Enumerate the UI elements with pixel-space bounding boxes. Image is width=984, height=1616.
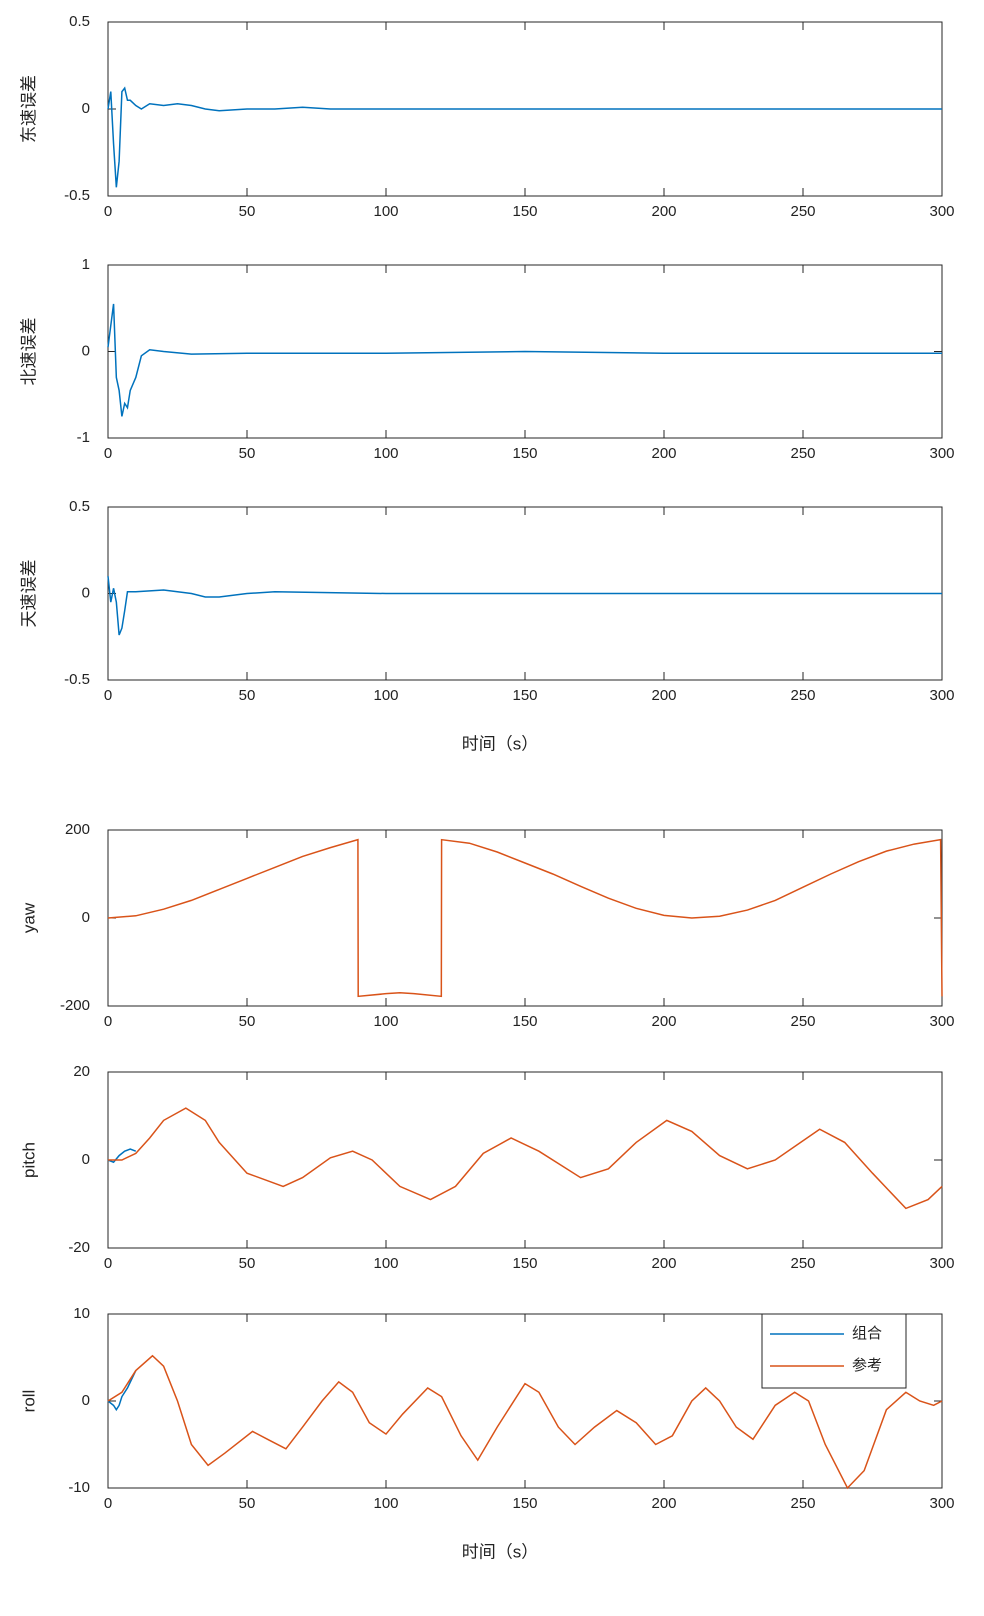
legend-label: 参考 bbox=[852, 1357, 882, 1374]
x-tick-label: 200 bbox=[651, 1255, 676, 1272]
plot-area bbox=[107, 829, 943, 1007]
x-tick-label: 0 bbox=[104, 203, 112, 220]
y-axis-label: pitch bbox=[19, 1142, 38, 1178]
y-tick-label: 0.5 bbox=[69, 498, 90, 515]
y-tick-label: 200 bbox=[65, 821, 90, 838]
data-line bbox=[107, 1370, 137, 1412]
y-tick-label: 0 bbox=[82, 342, 90, 359]
data-line bbox=[107, 1354, 943, 1490]
x-tick-label: 100 bbox=[373, 203, 398, 220]
x-tick-label: 200 bbox=[651, 445, 676, 462]
y-axis-label: 东速误差 bbox=[19, 75, 38, 143]
y-axis-label: roll bbox=[19, 1390, 38, 1413]
x-axis-label: 时间（s） bbox=[462, 1542, 539, 1561]
x-tick-label: 100 bbox=[373, 1013, 398, 1030]
data-line bbox=[107, 838, 943, 998]
x-tick-label: 0 bbox=[104, 687, 112, 704]
x-tick-label: 150 bbox=[512, 445, 537, 462]
x-tick-label: 300 bbox=[929, 1495, 954, 1512]
x-tick-label: 0 bbox=[104, 1013, 112, 1030]
x-axis-label: 时间（s） bbox=[462, 734, 539, 753]
plot-area bbox=[107, 1071, 943, 1249]
x-tick-label: 50 bbox=[239, 687, 256, 704]
x-tick-label: 50 bbox=[239, 1013, 256, 1030]
x-tick-label: 50 bbox=[239, 1495, 256, 1512]
y-tick-label: 20 bbox=[73, 1063, 90, 1080]
x-tick-label: 250 bbox=[790, 1495, 815, 1512]
x-tick-label: 250 bbox=[790, 445, 815, 462]
y-tick-label: 0 bbox=[82, 584, 90, 601]
y-axis-label: 北速误差 bbox=[19, 318, 38, 386]
x-tick-label: 300 bbox=[929, 1255, 954, 1272]
y-tick-label: -1 bbox=[77, 429, 90, 446]
x-tick-label: 300 bbox=[929, 687, 954, 704]
x-tick-label: 150 bbox=[512, 1255, 537, 1272]
x-tick-label: 250 bbox=[790, 203, 815, 220]
y-tick-label: 10 bbox=[73, 1305, 90, 1322]
x-tick-label: 200 bbox=[651, 203, 676, 220]
x-tick-label: 100 bbox=[373, 687, 398, 704]
data-line bbox=[108, 1107, 943, 1210]
data-line bbox=[107, 86, 942, 188]
x-tick-label: 50 bbox=[239, 445, 256, 462]
y-tick-label: -0.5 bbox=[64, 187, 90, 204]
y-tick-label: -200 bbox=[60, 997, 90, 1014]
x-tick-label: 250 bbox=[790, 1255, 815, 1272]
x-tick-label: 50 bbox=[239, 1255, 256, 1272]
y-tick-label: 0 bbox=[82, 100, 90, 117]
x-tick-label: 200 bbox=[651, 1495, 676, 1512]
legend-box bbox=[761, 1313, 907, 1389]
x-tick-label: 100 bbox=[373, 445, 398, 462]
y-tick-label: -0.5 bbox=[64, 671, 90, 688]
x-tick-label: 300 bbox=[929, 1013, 954, 1030]
x-tick-label: 150 bbox=[512, 1495, 537, 1512]
x-tick-label: 300 bbox=[929, 445, 954, 462]
x-tick-label: 200 bbox=[651, 687, 676, 704]
y-tick-label: 0 bbox=[82, 909, 90, 926]
data-line bbox=[107, 576, 942, 636]
x-tick-label: 300 bbox=[929, 203, 954, 220]
y-axis-label: yaw bbox=[19, 902, 38, 933]
x-tick-label: 150 bbox=[512, 203, 537, 220]
y-tick-label: 0.5 bbox=[69, 13, 90, 30]
x-tick-label: 100 bbox=[373, 1495, 398, 1512]
y-tick-label: 1 bbox=[82, 256, 90, 273]
data-line bbox=[107, 1148, 137, 1164]
x-tick-label: 0 bbox=[104, 445, 112, 462]
x-tick-label: 0 bbox=[104, 1495, 112, 1512]
x-tick-label: 150 bbox=[512, 1013, 537, 1030]
x-tick-label: 50 bbox=[239, 203, 256, 220]
data-line bbox=[107, 303, 942, 417]
x-tick-label: 250 bbox=[790, 687, 815, 704]
legend-label: 组合 bbox=[852, 1325, 882, 1342]
x-tick-label: 150 bbox=[512, 687, 537, 704]
y-tick-label: -10 bbox=[68, 1479, 90, 1496]
x-tick-label: 250 bbox=[790, 1013, 815, 1030]
x-tick-label: 200 bbox=[651, 1013, 676, 1030]
y-tick-label: -20 bbox=[68, 1239, 90, 1256]
y-axis-label: 天速误差 bbox=[19, 560, 38, 628]
x-tick-label: 0 bbox=[104, 1255, 112, 1272]
y-tick-label: 0 bbox=[82, 1151, 90, 1168]
x-tick-label: 100 bbox=[373, 1255, 398, 1272]
y-tick-label: 0 bbox=[82, 1392, 90, 1409]
